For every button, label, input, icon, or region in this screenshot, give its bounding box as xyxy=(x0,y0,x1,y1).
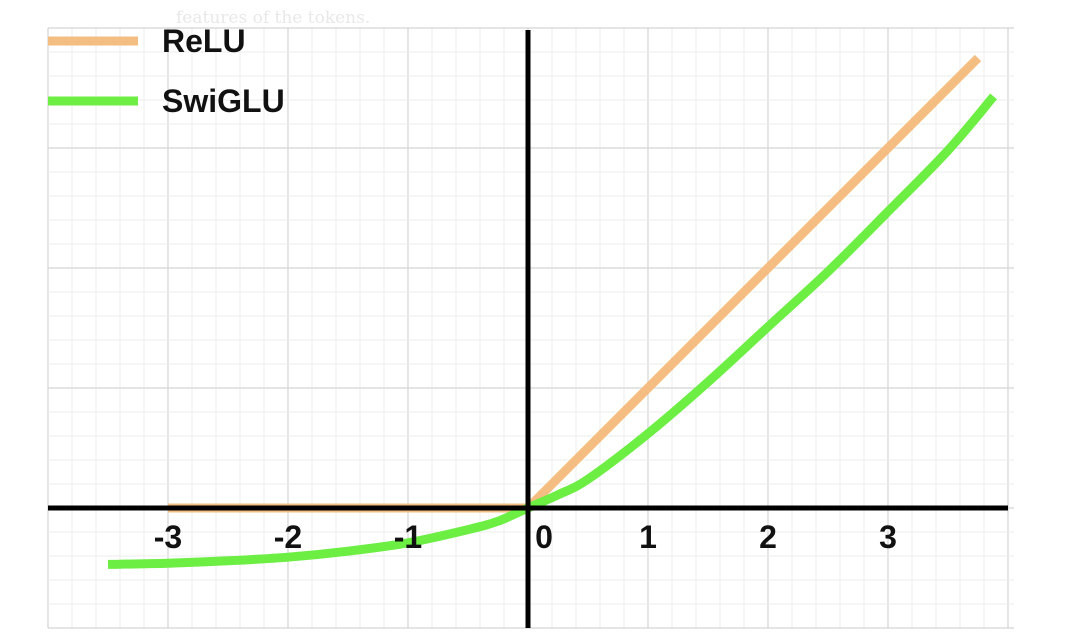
grid xyxy=(47,27,1014,629)
x-tick-label: -1 xyxy=(394,519,422,555)
legend-label-relu: ReLU xyxy=(162,23,246,59)
faint-caption: features of the tokens. xyxy=(176,8,371,28)
x-tick-label: 1 xyxy=(639,519,657,555)
x-tick-label: -2 xyxy=(274,519,302,555)
x-tick-label: 2 xyxy=(759,519,777,555)
x-tick-label: 0 xyxy=(535,519,553,555)
legend: ReLU SwiGLU xyxy=(48,23,285,119)
series-lines xyxy=(107,54,998,569)
series-line-swiglu xyxy=(107,93,998,569)
legend-label-swiglu: SwiGLU xyxy=(162,83,285,119)
x-tick-label: 3 xyxy=(879,519,897,555)
axes xyxy=(48,30,1008,628)
x-tick-label: -3 xyxy=(154,519,182,555)
series-line-relu xyxy=(168,54,982,513)
x-tick-labels: -3 -2 -1 0 1 2 3 xyxy=(154,519,897,555)
